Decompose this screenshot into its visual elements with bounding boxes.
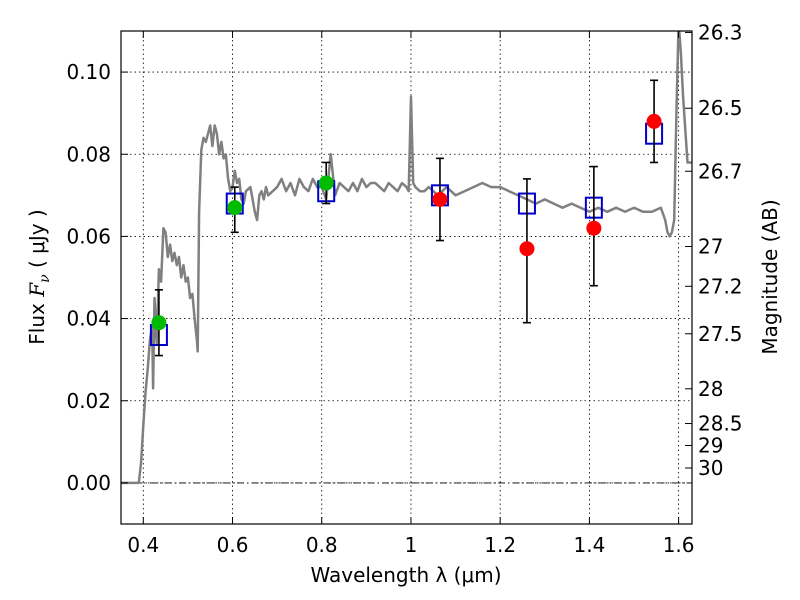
y-axis-title-symbol: F (25, 282, 49, 298)
x-tick-label: 1.4 (573, 533, 605, 557)
observed-flux-point-red (519, 241, 535, 257)
plot-frame (120, 30, 693, 525)
y-axis-title: Flux Fν ( μJy ) (25, 209, 53, 344)
y2-tick-label: 28.5 (698, 412, 743, 436)
observed-flux-point-red (586, 220, 602, 236)
y2-tick-label: 27.2 (698, 274, 743, 298)
observed-flux-point-green (318, 175, 334, 191)
y-axis-title-post: ( μJy ) (25, 209, 49, 274)
x-tick-label: 0.6 (217, 533, 249, 557)
y-tick-label: 0.02 (66, 389, 111, 413)
y-tick-label: 0.04 (66, 307, 111, 331)
y2-tick-label: 28 (698, 377, 723, 401)
y-axis-ticks: 0.00 0.02 0.04 0.06 0.08 0.10 (66, 60, 128, 495)
y2-tick-label: 27 (698, 235, 723, 259)
y-tick-label: 0.10 (66, 60, 111, 84)
x-tick-label: 1.2 (484, 533, 516, 557)
x-tick-label: 1.6 (663, 533, 695, 557)
y2-tick-label: 26.7 (698, 159, 743, 183)
observed-flux-point-red (432, 191, 448, 207)
y-axis-title-pre: Flux (25, 297, 49, 345)
x-tick-label: 1 (405, 533, 418, 557)
template-spectrum-line (121, 31, 692, 485)
plot-area (121, 31, 692, 485)
y2-tick-label: 27.5 (698, 322, 743, 346)
x-axis-ticks: 0.4 0.6 0.8 1 1.2 1.4 1.6 (127, 31, 695, 557)
x-tick-label: 0.4 (127, 533, 159, 557)
x-tick-label: 0.8 (306, 533, 338, 557)
y2-tick-label: 26.5 (698, 96, 743, 120)
y-tick-label: 0.08 (66, 142, 111, 166)
observed-flux-point-green (151, 315, 167, 331)
observed-flux-point-red (646, 113, 662, 129)
y-tick-label: 0.00 (66, 471, 111, 495)
y-tick-label: 0.06 (66, 224, 111, 248)
y2-tick-label: 30 (698, 456, 723, 480)
y-axis-title-subscript: ν (37, 274, 53, 283)
y2-axis-title: Magnitude (AB) (758, 199, 782, 354)
grid (121, 31, 692, 524)
y2-tick-label: 29 (698, 433, 723, 457)
y2-tick-label: 26.3 (698, 20, 743, 44)
x-axis-title: Wavelength λ (μm) (310, 563, 501, 587)
observed-flux-point-green (227, 200, 243, 216)
